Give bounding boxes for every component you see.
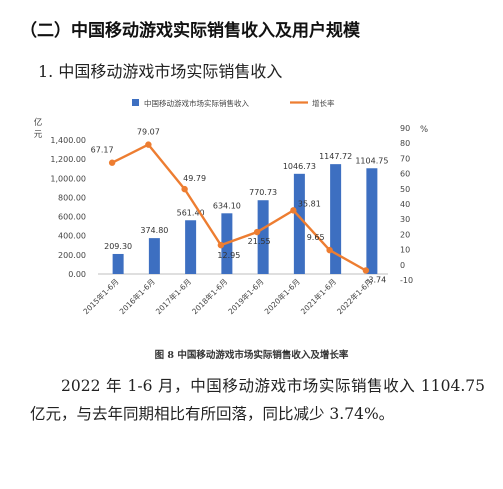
growth-point <box>290 207 297 214</box>
y-right-tick: -10 <box>400 276 413 285</box>
legend-bar-swatch <box>132 99 139 106</box>
growth-value-label: 79.07 <box>137 128 160 137</box>
y-right-tick: 80 <box>400 139 410 148</box>
y-left-tick: 800.00 <box>58 193 86 202</box>
bar-value-label: 561.40 <box>177 208 205 217</box>
growth-value-label: 9.65 <box>307 233 325 242</box>
growth-point <box>108 159 116 166</box>
bar <box>112 253 124 274</box>
y-right-tick: 50 <box>400 185 410 194</box>
y-right-tick: 20 <box>400 230 410 239</box>
bar-value-label: 1046.73 <box>283 162 316 171</box>
growth-point <box>326 246 333 254</box>
y-left-tick: 1,400.00 <box>50 136 86 145</box>
growth-point <box>362 267 370 274</box>
growth-value-label: 67.17 <box>91 146 114 155</box>
growth-value-label: 12.95 <box>217 251 240 260</box>
bar-value-label: 209.30 <box>104 242 132 251</box>
y-right-tick: 0 <box>400 261 405 270</box>
figure-caption: 图 8 中国移动游戏市场实际销售收入及增长率 <box>154 350 349 361</box>
y-right-tick: 10 <box>400 246 410 255</box>
growth-value-label: 49.79 <box>183 174 206 183</box>
y-right-tick: 70 <box>400 154 410 163</box>
bar-value-label: 770.73 <box>249 188 277 197</box>
y-right-tick: 30 <box>400 215 410 224</box>
x-tick-label: 2020年1-6月 <box>262 276 302 316</box>
bar-value-label: 374.80 <box>140 226 168 235</box>
x-tick-label: 2018年1-6月 <box>189 276 229 316</box>
growth-value-label: 35.81 <box>298 199 321 208</box>
y-left-tick: 200.00 <box>58 251 86 260</box>
y-left-unit-char-2: 元 <box>34 130 43 140</box>
section-heading: （二）中国移动游戏实际销售收入及用户规模 <box>20 21 360 41</box>
y-right-unit: % <box>420 125 428 135</box>
y-left-tick: 0.00 <box>68 270 86 279</box>
bar <box>148 238 160 274</box>
bar <box>293 173 305 274</box>
growth-value-label: -3.74 <box>366 275 387 284</box>
x-tick-label: 2019年1-6月 <box>226 276 266 316</box>
body-paragraph: 2022 年 1-6 月，中国移动游戏市场实际销售收入 1104.75 亿元，与… <box>30 377 485 423</box>
y-right-tick: 40 <box>400 200 410 209</box>
y-left-tick: 1,000.00 <box>50 174 86 183</box>
legend-bar-label: 中国移动游戏市场实际销售收入 <box>144 98 249 108</box>
y-right-tick: 60 <box>400 170 410 179</box>
x-tick-label: 2022年1-6月 <box>334 276 374 316</box>
legend-line-label: 增长率 <box>312 98 335 108</box>
growth-point <box>217 241 225 249</box>
growth-line <box>111 143 367 272</box>
bar <box>257 200 269 274</box>
x-tick-label: 2021年1-6月 <box>298 276 338 316</box>
bar <box>330 164 342 274</box>
x-tick-label: 2016年1-6月 <box>117 276 157 316</box>
growth-point <box>145 141 152 148</box>
growth-point <box>253 228 261 236</box>
y-left-tick: 1,200.00 <box>50 155 86 164</box>
y-left-tick: 400.00 <box>58 232 86 241</box>
growth-value-label: 21.55 <box>248 237 271 246</box>
x-tick-label: 2015年1-6月 <box>81 276 121 316</box>
bar-value-label: 1147.72 <box>319 152 352 161</box>
subsection-heading: 1. 中国移动游戏市场实际销售收入 <box>38 62 283 81</box>
y-left-unit-char-1: 亿 <box>34 117 43 128</box>
bar <box>366 168 378 274</box>
bar-value-label: 634.10 <box>213 201 241 210</box>
x-tick-label: 2017年1-6月 <box>153 276 193 316</box>
bar-value-label: 1104.75 <box>355 156 388 165</box>
bar <box>185 220 197 274</box>
y-right-tick: 90 <box>400 124 410 133</box>
y-left-tick: 600.00 <box>58 213 86 222</box>
growth-point <box>181 185 188 193</box>
